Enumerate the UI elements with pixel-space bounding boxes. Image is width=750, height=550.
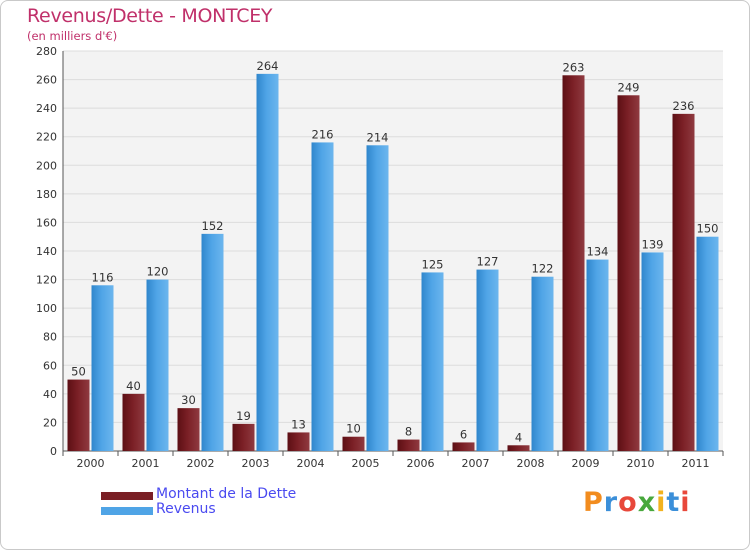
bar-revenus	[366, 145, 389, 452]
x-tick-label: 2000	[77, 457, 105, 470]
data-label-revenus: 120	[147, 265, 169, 279]
data-label-dette: 19	[236, 409, 251, 423]
y-tick-label: 60	[43, 359, 57, 372]
logo-letter: x	[637, 487, 657, 518]
bar-dette	[287, 432, 310, 451]
data-label-dette: 249	[618, 80, 640, 94]
legend-label-revenus: Revenus	[156, 501, 216, 517]
x-tick-label: 2009	[572, 457, 600, 470]
bar-revenus	[531, 276, 554, 451]
data-label-dette: 8	[405, 425, 412, 439]
data-label-dette: 30	[181, 393, 196, 407]
bar-revenus	[476, 269, 499, 451]
bar-dette	[452, 442, 475, 451]
logo-letter: i	[680, 487, 691, 518]
logo-letter: o	[618, 487, 638, 518]
x-tick-label: 2001	[132, 457, 160, 470]
bar-revenus	[201, 233, 224, 451]
data-label-dette: 236	[673, 99, 695, 113]
y-tick-label: 80	[43, 331, 57, 344]
y-tick-label: 120	[36, 274, 57, 287]
data-label-revenus: 122	[532, 262, 554, 276]
logo-letter: r	[603, 487, 619, 518]
bar-revenus	[696, 236, 719, 451]
x-tick-label: 2008	[517, 457, 545, 470]
x-tick-label: 2007	[462, 457, 490, 470]
data-label-revenus: 214	[367, 130, 389, 144]
y-tick-label: 100	[36, 302, 57, 315]
data-label-revenus: 216	[312, 127, 334, 141]
data-label-revenus: 127	[477, 255, 499, 269]
data-label-revenus: 116	[92, 270, 114, 284]
bar-dette	[672, 113, 695, 451]
x-tick-label: 2002	[187, 457, 215, 470]
bar-revenus	[586, 259, 609, 451]
x-tick-label: 2004	[297, 457, 325, 470]
bar-revenus	[641, 252, 664, 451]
data-label-revenus: 134	[587, 245, 609, 259]
bar-dette	[507, 445, 530, 451]
bar-revenus	[311, 142, 334, 451]
data-label-dette: 13	[291, 417, 306, 431]
data-label-revenus: 139	[642, 237, 664, 251]
data-label-dette: 263	[563, 60, 585, 74]
data-label-revenus: 150	[697, 222, 719, 236]
bar-dette	[617, 95, 640, 452]
bar-revenus	[256, 73, 279, 451]
chart-subtitle: (en milliers d'€)	[27, 29, 118, 43]
y-tick-label: 280	[36, 45, 57, 58]
bar-dette	[562, 75, 585, 452]
data-label-dette: 10	[346, 422, 361, 436]
x-tick-label: 2010	[627, 457, 655, 470]
logo-letter: i	[656, 487, 667, 518]
y-tick-label: 0	[50, 445, 57, 458]
y-tick-label: 220	[36, 131, 57, 144]
bar-dette	[342, 436, 365, 451]
legend-label-dette: Montant de la Dette	[156, 486, 297, 502]
data-label-revenus: 264	[257, 59, 279, 73]
bar-dette	[397, 439, 420, 451]
y-tick-label: 140	[36, 245, 57, 258]
bar-revenus	[146, 279, 169, 451]
x-tick-label: 2003	[242, 457, 270, 470]
legend-swatch-revenus	[101, 507, 153, 515]
data-label-dette: 4	[515, 430, 522, 444]
data-label-dette: 6	[460, 427, 467, 441]
bar-dette	[122, 393, 145, 451]
proxiti-logo: Proxiti	[583, 487, 691, 518]
x-tick-label: 2006	[407, 457, 435, 470]
bar-revenus	[91, 285, 114, 451]
bar-revenus	[421, 272, 444, 451]
legend-swatch-dette	[101, 492, 153, 500]
logo-letter: t	[666, 487, 681, 518]
chart-title: Revenus/Dette - MONTCEY	[27, 5, 273, 27]
y-tick-label: 240	[36, 102, 57, 115]
data-label-dette: 40	[126, 379, 141, 393]
logo-letter: P	[583, 487, 604, 518]
y-tick-label: 180	[36, 188, 57, 201]
bar-dette	[67, 379, 90, 451]
y-tick-label: 200	[36, 159, 57, 172]
data-label-revenus: 125	[422, 257, 444, 271]
y-tick-label: 160	[36, 216, 57, 229]
x-tick-label: 2011	[682, 457, 710, 470]
bar-dette	[232, 423, 255, 451]
y-tick-label: 260	[36, 74, 57, 87]
data-label-dette: 50	[71, 365, 86, 379]
bar-dette	[177, 408, 200, 451]
data-label-revenus: 152	[202, 219, 224, 233]
y-tick-label: 40	[43, 388, 57, 401]
x-tick-label: 2005	[352, 457, 380, 470]
y-tick-label: 20	[43, 416, 57, 429]
